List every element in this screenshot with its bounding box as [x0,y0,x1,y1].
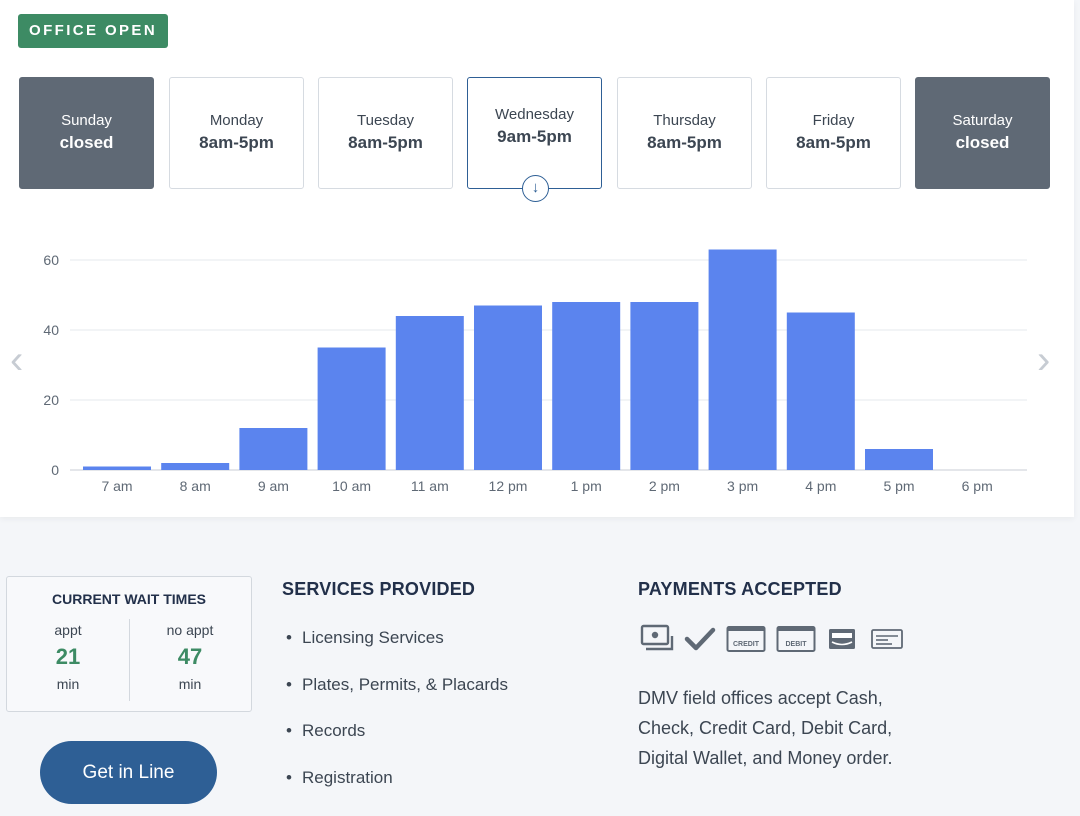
bar[interactable] [317,347,386,471]
status-badge: OFFICE OPEN [18,14,169,48]
x-tick-label: 5 pm [883,478,914,494]
cash-icon [640,624,674,651]
bar-chart-svg: 0 20 40 60 7 am 8 am 9 am 10 am 11 am 12 pm 1 pm 2 … [43,249,1027,494]
day-name: Friday [812,112,855,129]
day-hours: closed [59,133,114,152]
debit-card-text: DEBIT [786,641,808,648]
bar[interactable] [708,249,777,471]
get-in-line-button[interactable]: Get in Line [40,741,217,804]
y-tick-label: 0 [51,462,59,478]
no-appt-wait: no appt 47 min [129,621,251,693]
check-icon [684,627,716,651]
x-tick-label: 7 am [101,478,132,494]
no-appt-label: no appt [166,622,214,638]
day-hours: 8am-5pm [796,133,871,152]
bar[interactable] [474,305,542,471]
y-tick-label: 40 [43,322,59,338]
list-item: Plates, Permits, & Placards [286,673,508,720]
credit-card-text: CREDIT [733,641,760,648]
day-name: Thursday [653,112,716,129]
day-card-tuesday[interactable]: Tuesday 8am-5pm [318,77,453,189]
list-item: Registration [286,766,508,813]
day-name: Tuesday [357,112,414,129]
day-hours: 8am-5pm [647,133,722,152]
appt-label: appt [54,622,82,638]
day-hours: closed [955,133,1010,152]
bar[interactable] [239,428,308,470]
no-appt-value: 47 [177,644,203,669]
x-tick-label: 12 pm [489,478,528,494]
x-tick-label: 1 pm [571,478,602,494]
list-item: Licensing Services [286,626,508,673]
day-card-monday[interactable]: Monday 8am-5pm [169,77,304,189]
list-item: Records [286,719,508,766]
day-name: Saturday [952,112,1013,129]
payments-title: PAYMENTS ACCEPTED [638,579,842,599]
bar[interactable] [83,466,151,471]
day-hours: 8am-5pm [199,133,274,152]
appt-value: 21 [55,644,81,669]
appt-wait: appt 21 min [7,621,129,693]
services-list: Licensing Services Plates, Permits, & Pl… [286,626,508,812]
bar[interactable] [865,449,933,470]
day-card-saturday[interactable]: Saturday closed [915,77,1050,189]
divider [129,619,130,701]
services-title: SERVICES PROVIDED [282,579,476,599]
x-tick-label: 8 am [180,478,211,494]
wait-times-box: CURRENT WAIT TIMES appt 21 min no appt 4… [6,576,252,712]
day-name: Sunday [61,112,112,129]
bar[interactable] [786,312,855,471]
x-tick-label: 6 pm [962,478,993,494]
wait-times-title: CURRENT WAIT TIMES [52,591,206,607]
payment-icons: CREDIT DEBIT [640,624,914,654]
x-tick-label: 11 am [411,478,449,494]
no-appt-unit: min [178,676,202,692]
payments-description: DMV field offices accept Cash, Check, Cr… [638,688,893,768]
money-order-icon [871,629,903,649]
chevron-right-icon[interactable]: › [1037,338,1051,382]
credit-card-icon: CREDIT [726,626,766,652]
x-tick-label: 10 am [332,478,371,494]
y-tick-label: 60 [43,252,59,268]
bar[interactable] [395,316,464,470]
day-card-friday[interactable]: Friday 8am-5pm [766,77,901,189]
day-name: Wednesday [495,106,574,123]
day-hours: 8am-5pm [348,133,423,152]
day-hours: 9am-5pm [497,127,572,146]
day-card-thursday[interactable]: Thursday 8am-5pm [617,77,752,189]
y-tick-label: 20 [43,392,59,408]
x-tick-label: 3 pm [727,478,758,494]
bar[interactable] [161,463,230,470]
bar[interactable] [552,302,621,470]
digital-wallet-icon [829,629,855,649]
debit-card-icon: DEBIT [776,626,816,652]
day-name: Monday [209,112,264,129]
day-card-sunday[interactable]: Sunday closed [19,77,154,189]
arrow-down-circle-icon: ↓ [522,175,549,202]
bar[interactable] [630,302,699,470]
x-tick-label: 4 pm [805,478,836,494]
day-card-wednesday[interactable]: Wednesday 9am-5pm ↓ [467,77,602,202]
chevron-left-icon[interactable]: ‹ [10,338,24,382]
wait-chart: 0 20 40 60 7 am 8 am 9 am 10 am 11 am 12 pm 1 pm 2 … [0,240,1074,500]
x-tick-label: 2 pm [649,478,680,494]
appt-unit: min [56,676,80,692]
x-tick-label: 9 am [258,478,289,494]
